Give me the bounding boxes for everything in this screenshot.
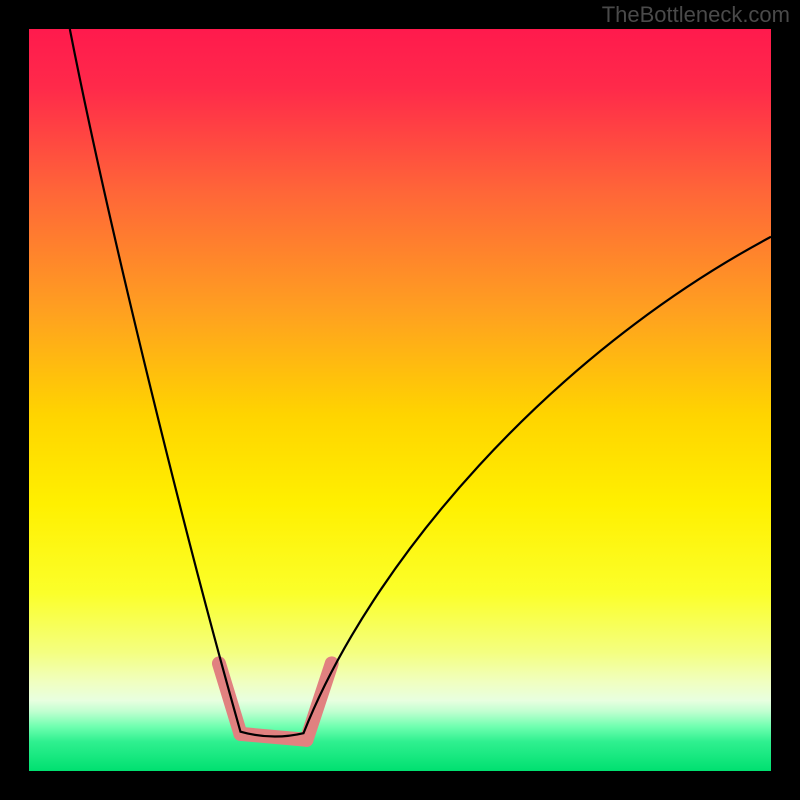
watermark-text: TheBottleneck.com: [602, 2, 790, 28]
plot-area: [29, 29, 771, 771]
plot-background: [29, 29, 771, 771]
plot-svg: [29, 29, 771, 771]
chart-wrapper: TheBottleneck.com: [0, 0, 800, 800]
